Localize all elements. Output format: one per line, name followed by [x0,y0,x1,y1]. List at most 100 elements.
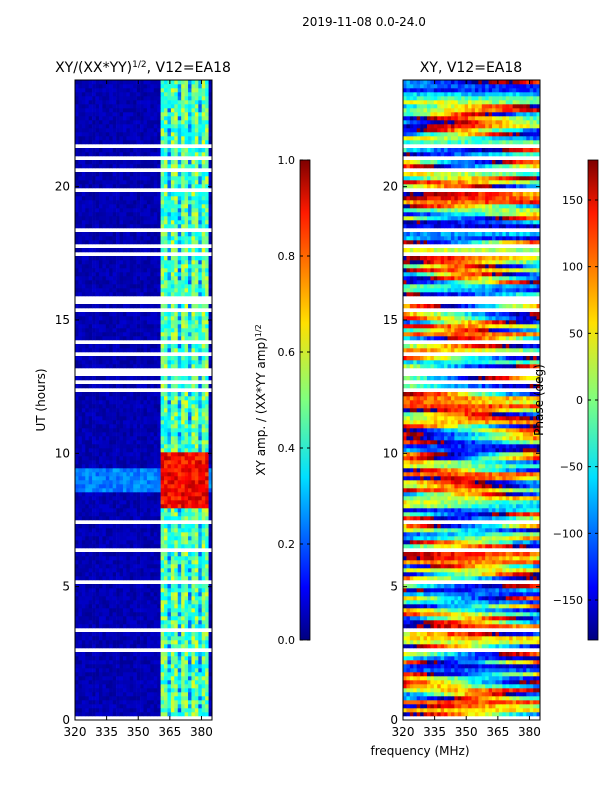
heatmap-cell [88,312,93,317]
heatmap-cell [78,672,83,677]
heatmap-cell [112,652,117,657]
heatmap-cell [167,292,172,297]
heatmap-cell [98,512,103,517]
heatmap-cell [126,636,131,641]
heatmap-cell [116,360,120,365]
heatmap-cell [81,272,86,277]
heatmap-cell [191,500,196,505]
heatmap-cell [205,560,209,565]
heatmap-cell [167,496,172,501]
heatmap-cell [102,208,107,213]
heatmap-cell [167,408,172,413]
heatmap-cell [143,444,148,449]
heatmap-cell [140,284,144,289]
heatmap-cell [136,196,141,201]
heatmap-cell [136,160,141,165]
heatmap-cell [167,524,172,529]
heatmap-cell [150,428,155,433]
heatmap-cell [160,524,165,529]
heatmap-cell [191,204,196,209]
heatmap-cell [75,564,79,569]
heatmap-cell [105,360,110,365]
heatmap-cell [150,704,155,709]
heatmap-cell [78,632,83,637]
heatmap-cell [129,476,134,481]
heatmap-cell [102,704,107,709]
heatmap-cell [126,476,131,481]
heatmap-cell [92,280,96,285]
heatmap-cell [78,624,83,629]
heatmap-cell [122,376,127,381]
heatmap-cell [105,484,110,489]
heatmap-cell [150,364,155,369]
heatmap-cell [170,312,175,317]
heatmap-cell [78,440,83,445]
heatmap-cell [98,432,103,437]
heatmap-cell [174,448,179,453]
heatmap-cell [75,508,79,513]
heatmap-cell [177,692,182,697]
heatmap-cell [191,220,196,225]
heatmap-cell [119,504,124,509]
heatmap-cell [170,200,175,205]
heatmap-cell [205,528,209,533]
heatmap-cell [153,644,158,649]
heatmap-cell [188,624,192,629]
heatmap-cell [208,616,213,621]
heatmap-cell [184,456,189,461]
heatmap-cell [194,220,199,225]
heatmap-cell [119,280,124,285]
heatmap-cell [208,240,213,245]
heatmap-cell [119,656,124,661]
heatmap-cell [177,224,182,229]
heatmap-cell [116,208,120,213]
heatmap-cell [105,272,110,277]
heatmap-cell [81,624,86,629]
heatmap-cell [78,204,83,209]
heatmap-cell [146,344,151,349]
heatmap-cell [98,184,103,189]
heatmap-cell [85,516,89,521]
heatmap-cell [95,436,100,441]
heatmap-cell [177,656,182,661]
heatmap-cell [188,420,192,425]
heatmap-cell [160,500,165,505]
heatmap-cell [191,304,196,309]
heatmap-cell [92,292,96,297]
heatmap-cell [198,492,203,497]
heatmap-cell [191,336,196,341]
heatmap-cell [92,484,96,489]
heatmap-cell [174,600,179,605]
heatmap-cell [160,436,165,441]
heatmap-cell [81,396,86,401]
heatmap-cell [188,392,192,397]
heatmap-cell [205,692,209,697]
heatmap-cell [160,688,165,693]
heatmap-cell [188,564,192,569]
heatmap-cell [102,656,107,661]
heatmap-cell [102,172,107,177]
heatmap-cell [150,672,155,677]
heatmap-cell [205,292,209,297]
heatmap-cell [78,416,83,421]
heatmap-cell [170,560,175,565]
heatmap-cell [174,256,179,261]
heatmap-cell [75,284,79,289]
heatmap-cell [184,148,189,153]
heatmap-cell [102,132,107,137]
heatmap-cell [177,256,182,261]
heatmap-cell [164,172,168,177]
heatmap-cell [205,696,209,701]
heatmap-cell [78,668,83,673]
heatmap-cell [201,152,206,157]
heatmap-cell [174,136,179,141]
heatmap-cell [150,616,155,621]
heatmap-cell [164,676,168,681]
heatmap-cell [116,200,120,205]
heatmap-cell [188,408,192,413]
heatmap-cell [126,600,131,605]
heatmap-cell [126,584,131,589]
heatmap-cell [177,412,182,417]
heatmap-cell [191,592,196,597]
heatmap-cell [181,532,185,537]
